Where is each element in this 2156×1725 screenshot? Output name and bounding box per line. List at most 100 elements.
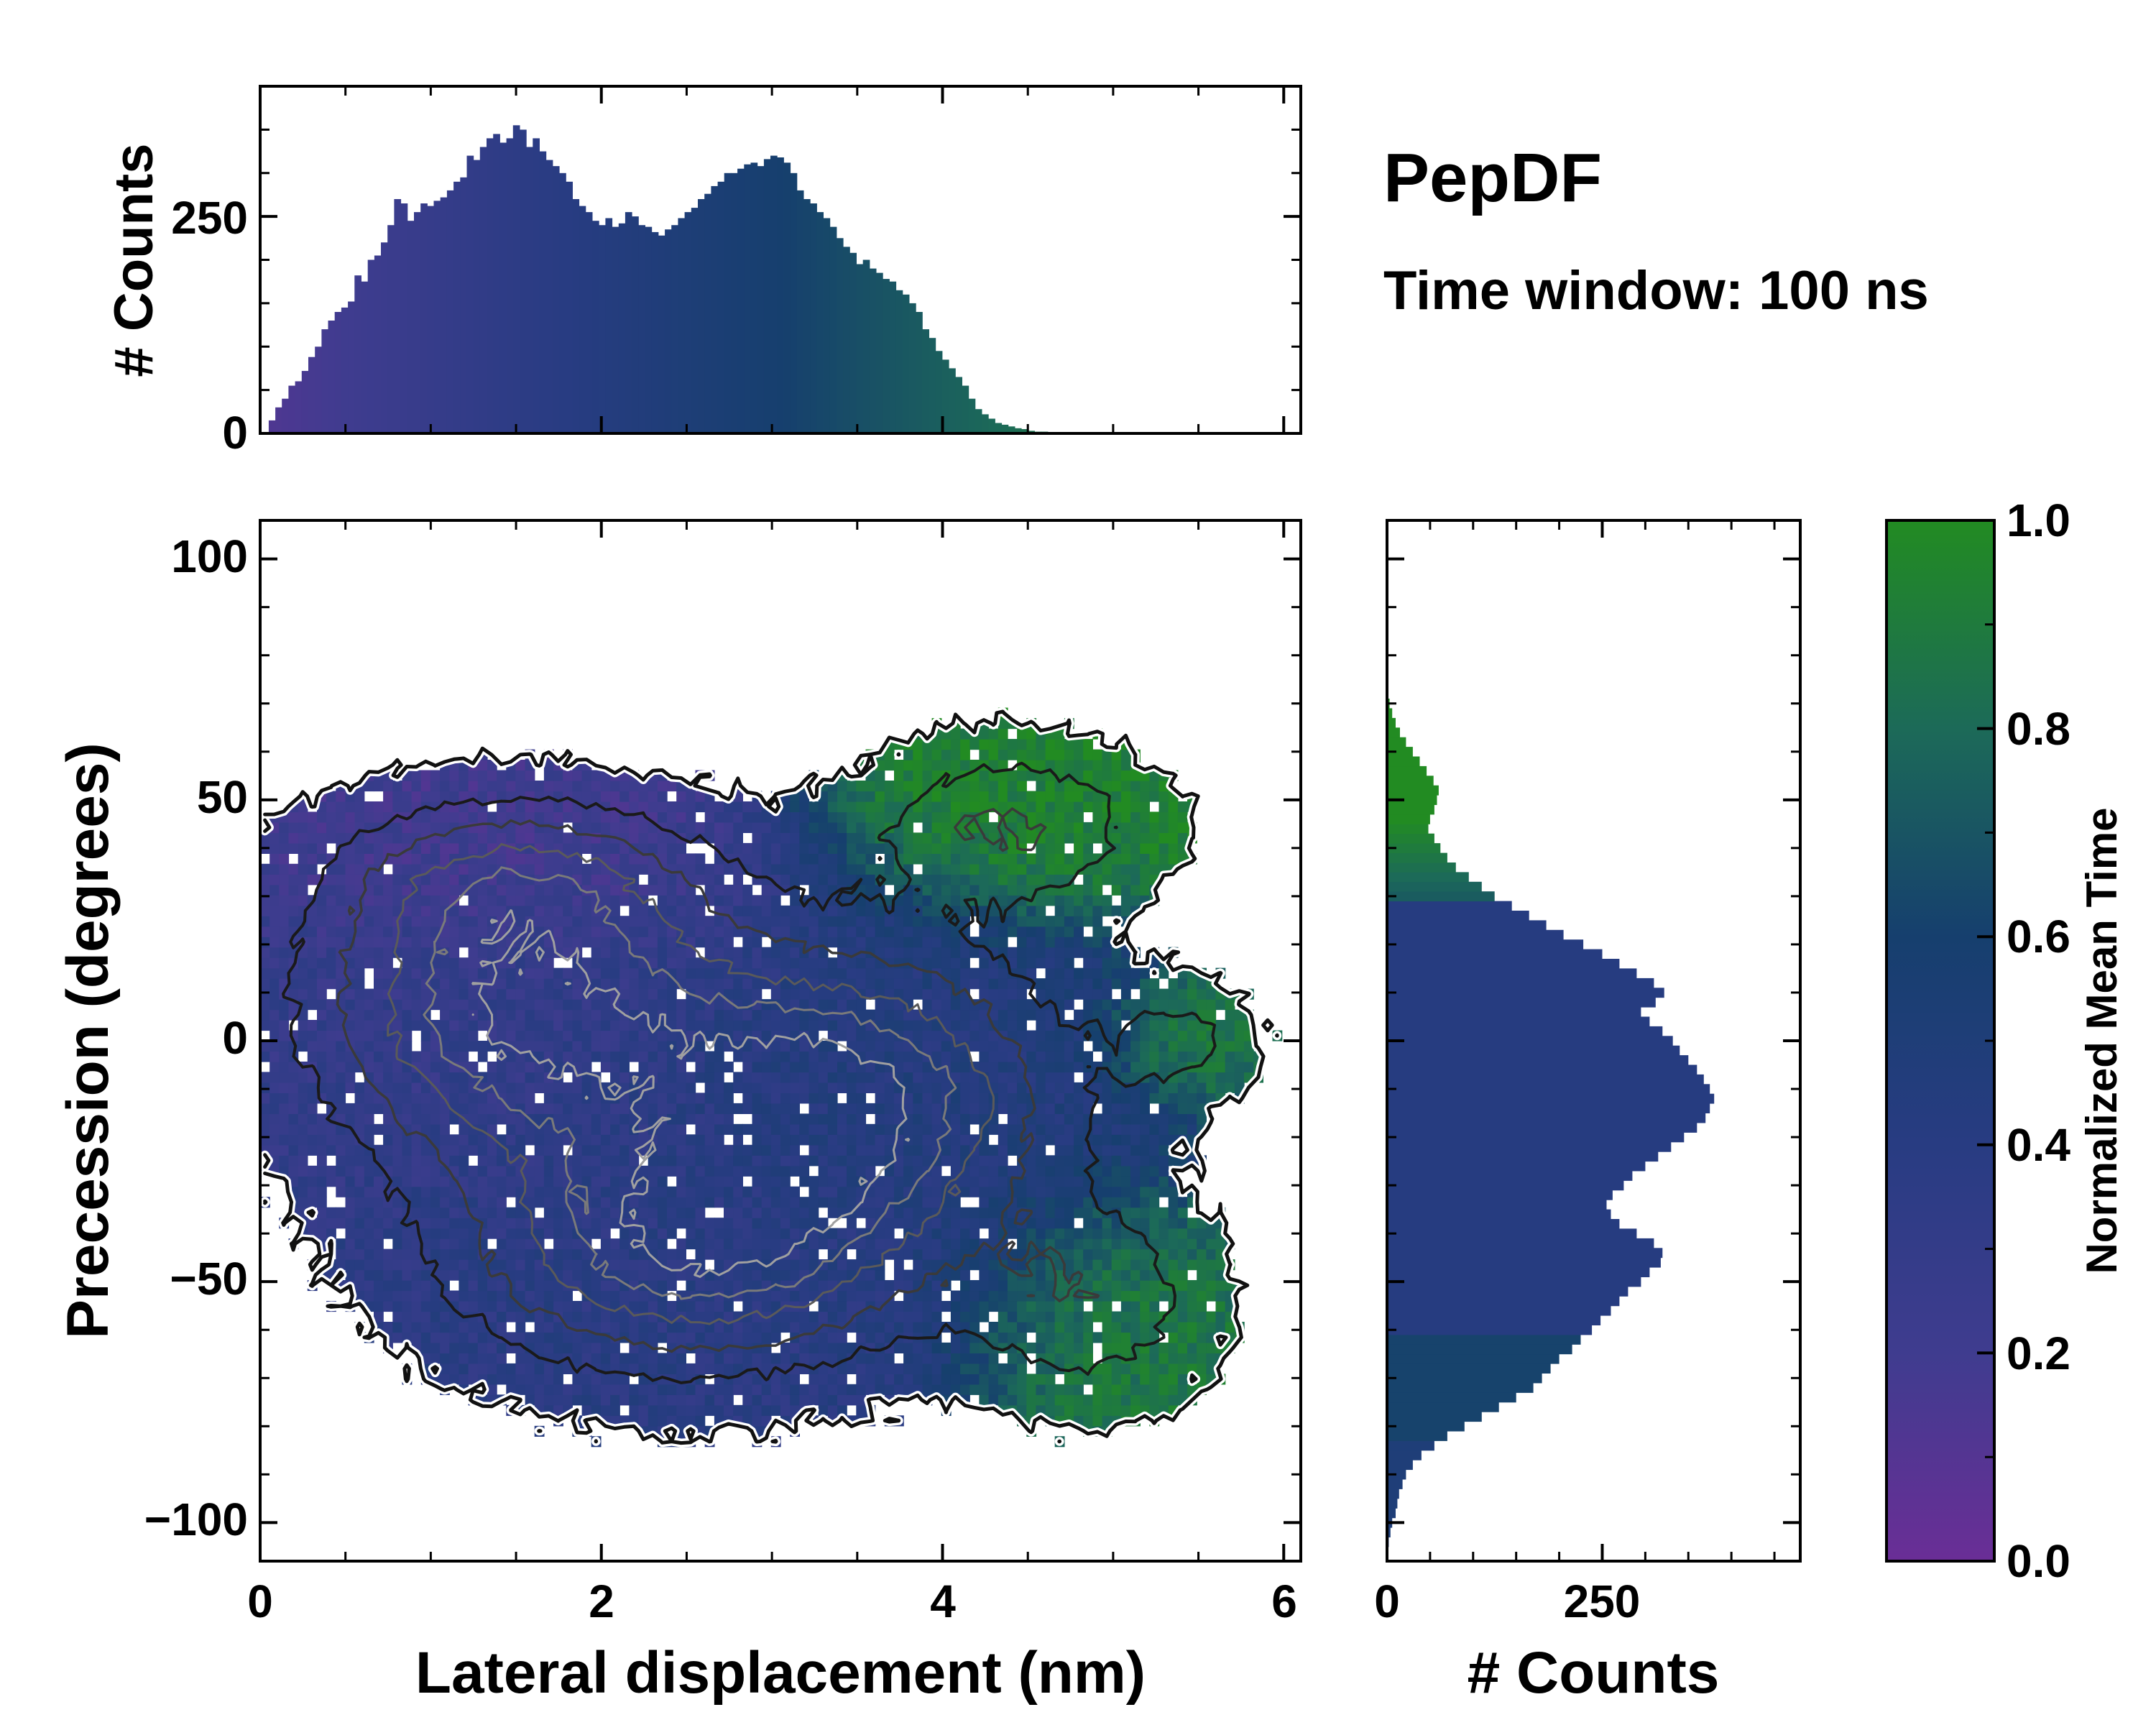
heatmap-cell (600, 978, 611, 990)
heatmap-cell (1158, 1051, 1169, 1062)
heatmap-cell (629, 1228, 640, 1239)
heatmap-cell (317, 1009, 327, 1021)
heatmap-cell (790, 1082, 800, 1093)
heatmap-cell (1120, 1123, 1131, 1135)
heatmap-cell (676, 1062, 686, 1073)
heatmap-cell (648, 988, 658, 1000)
heatmap-cell (619, 1062, 630, 1073)
heatmap-cell (695, 1041, 706, 1052)
heatmap-cell (761, 1134, 772, 1146)
heatmap-cell (619, 1020, 630, 1031)
heatmap-cell (420, 1301, 431, 1312)
heatmap-cell (714, 874, 724, 886)
heatmap-cell (629, 926, 640, 937)
heatmap-cell (847, 905, 857, 916)
top-histogram-bar (453, 181, 461, 434)
heatmap-cell (525, 957, 535, 969)
heatmap-cell (790, 1394, 800, 1406)
heatmap-cell (506, 978, 517, 990)
heatmap-cell (270, 1134, 280, 1146)
heatmap-cell (581, 1051, 592, 1062)
heatmap-cell (515, 916, 526, 927)
heatmap-cell (345, 863, 356, 875)
heatmap-cell (1045, 895, 1056, 906)
heatmap-cell (790, 1165, 800, 1177)
heatmap-cell (563, 1290, 573, 1302)
top-histogram-bar (1001, 424, 1009, 433)
heatmap-cell (837, 1374, 847, 1385)
heatmap-cell (856, 999, 867, 1011)
heatmap-cell (383, 967, 393, 979)
heatmap-cell (969, 1280, 980, 1292)
heatmap-cell (581, 1228, 592, 1239)
heatmap-cell (1149, 1030, 1160, 1041)
heatmap-cell (847, 926, 857, 937)
heatmap-cell (1017, 1082, 1027, 1093)
heatmap-cell (420, 884, 431, 896)
heatmap-cell (1140, 1218, 1150, 1229)
heatmap-cell (875, 1322, 885, 1333)
heatmap-cell (988, 1259, 999, 1271)
heatmap-cell (420, 1207, 431, 1218)
heatmap-cell (922, 1123, 933, 1135)
heatmap-cell (449, 1238, 460, 1250)
heatmap-cell (383, 937, 393, 948)
heatmap-cell (1225, 999, 1235, 1011)
heatmap-cell (1158, 1062, 1169, 1073)
heatmap-cell (307, 988, 318, 1000)
heatmap-cell (818, 1404, 829, 1416)
heatmap-cell (1036, 1374, 1046, 1385)
heatmap-cell (733, 1197, 743, 1208)
heatmap-cell (1007, 1082, 1018, 1093)
top-histogram-bar (374, 255, 382, 433)
heatmap-cell (591, 1322, 602, 1333)
heatmap-cell (884, 1082, 895, 1093)
heatmap-cell (960, 967, 970, 979)
heatmap-cell (770, 1269, 781, 1281)
heatmap-cell (742, 1155, 753, 1167)
heatmap-cell (440, 1238, 450, 1250)
heatmap-cell (998, 884, 1008, 896)
heatmap-cell (1045, 1322, 1056, 1333)
heatmap-cell (279, 1103, 290, 1114)
heatmap-cell (818, 1342, 829, 1353)
heatmap-cell (922, 1384, 933, 1395)
heatmap-cell (1054, 1092, 1065, 1104)
heatmap-cell (780, 874, 791, 886)
heatmap-cell (960, 999, 970, 1011)
heatmap-cell (686, 1228, 696, 1239)
heatmap-cell (770, 1290, 781, 1302)
heatmap-cell (998, 1269, 1008, 1281)
heatmap-cell (657, 1072, 668, 1083)
heatmap-cell (1017, 1280, 1027, 1292)
heatmap-cell (856, 1123, 867, 1135)
heatmap-cell (865, 1009, 876, 1021)
heatmap-cell (931, 1072, 942, 1083)
heatmap-cell (847, 1030, 857, 1041)
heatmap-cell (931, 926, 942, 937)
heatmap-cell (714, 1092, 724, 1104)
heatmap-cell (1111, 874, 1122, 886)
heatmap-cell (477, 1144, 488, 1156)
heatmap-cell (1026, 1322, 1037, 1333)
heatmap-cell (875, 1072, 885, 1083)
heatmap-cell (667, 1248, 677, 1260)
heatmap-cell (648, 1363, 658, 1374)
heatmap-cell (345, 988, 356, 1000)
heatmap-cell (1149, 1123, 1160, 1135)
heatmap-cell (317, 1041, 327, 1052)
heatmap-cell (629, 957, 640, 969)
heatmap-cell (837, 1269, 847, 1281)
heatmap-cell (459, 1280, 469, 1292)
heatmap-cell (752, 1228, 763, 1239)
heatmap-cell (1026, 1041, 1037, 1052)
heatmap-cell (695, 1404, 706, 1416)
heatmap-cell (941, 999, 952, 1011)
heatmap-cell (553, 1238, 563, 1250)
heatmap-cell (837, 916, 847, 927)
heatmap-cell (686, 957, 696, 969)
heatmap-cell (676, 1092, 686, 1104)
heatmap-cell (1054, 988, 1065, 1000)
heatmap-cell (1036, 1238, 1046, 1250)
heatmap-cell (837, 1051, 847, 1062)
